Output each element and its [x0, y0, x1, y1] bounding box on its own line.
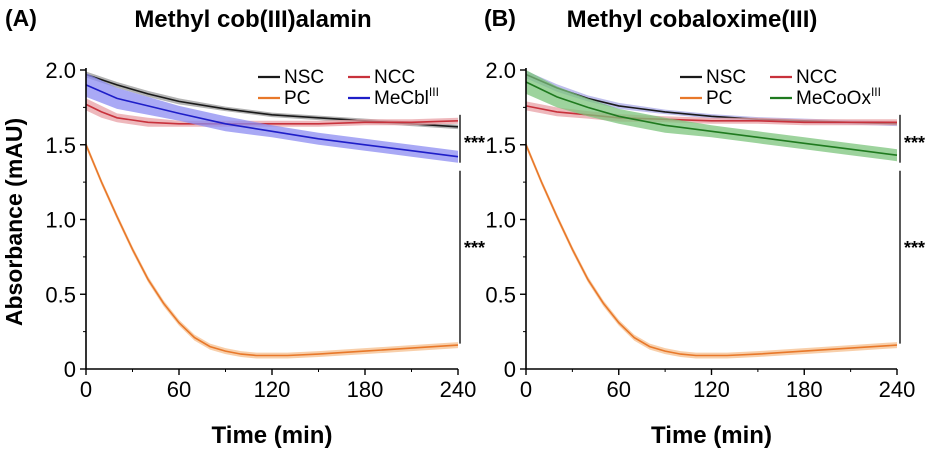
x-tick-label: 120	[254, 377, 291, 402]
significance-label: ***	[904, 238, 925, 258]
y-tick-label: 2.0	[45, 58, 76, 83]
significance-label: ***	[904, 133, 925, 153]
legend-item: PC	[680, 88, 732, 109]
chart-title: Methyl cob(III)alamin	[134, 6, 371, 33]
panel-label: (A)	[5, 5, 37, 31]
legend-name: PC	[706, 88, 732, 109]
legend-item: MeCoOxIII	[770, 85, 881, 109]
x-tick-label: 60	[607, 377, 631, 402]
series-line	[85, 144, 459, 357]
y-tick-label: 0.5	[45, 282, 76, 307]
x-axis-label: Time (min)	[651, 422, 772, 449]
confidence-band	[526, 141, 897, 359]
panel-a: (A) Methyl cob(III)alamin 0 60 120 180 240 0 0.5…	[5, 5, 485, 449]
legend-label: NCC	[796, 67, 837, 88]
y-tick-label: 0	[64, 357, 76, 382]
series-pc	[85, 141, 459, 359]
x-tick-label: 180	[347, 377, 384, 402]
series-line	[525, 105, 897, 124]
chart-title: Methyl cobaloxime(III)	[567, 6, 818, 33]
x-tick-label: 60	[167, 377, 191, 402]
legend-name: MeCbl	[374, 88, 429, 109]
legend-label: PC	[284, 88, 310, 109]
legend-name: NCC	[374, 67, 415, 88]
y-tick-label: 1.5	[485, 133, 516, 158]
series-line	[525, 144, 898, 357]
legend-item: NCC	[770, 67, 837, 88]
series-mecoox	[525, 70, 898, 162]
legend-item: PC	[258, 88, 310, 109]
x-tick-label: 120	[693, 377, 730, 402]
panel-label: (B)	[484, 5, 516, 31]
legend-item: NSC	[258, 67, 324, 88]
legend-label: NCC	[374, 67, 415, 88]
confidence-band	[526, 70, 897, 162]
y-tick-label: 0.5	[485, 282, 516, 307]
legend: NSC NCC PC MeCblIII	[258, 67, 439, 109]
y-tick-label: 2.0	[485, 58, 516, 83]
panel-b: (B) Methyl cobaloxime(III) 0 60 120 180 240 0 0.…	[484, 5, 925, 449]
legend-label: NSC	[706, 67, 746, 88]
x-axis-label: Time (min)	[212, 422, 333, 449]
legend-item: NSC	[680, 67, 746, 88]
series-line	[525, 81, 898, 156]
legend-name: MeCoOx	[796, 88, 871, 109]
legend-superscript: III	[871, 85, 881, 99]
x-tick-label: 0	[520, 377, 532, 402]
legend-label: MeCoOxIII	[796, 85, 881, 109]
legend-superscript: III	[429, 85, 439, 99]
legend-label: PC	[706, 88, 732, 109]
x-tick-label: 240	[879, 377, 916, 402]
significance-label: ***	[464, 133, 485, 153]
x-tick-label: 240	[440, 377, 477, 402]
legend: NSC NCC PC MeCoOxIII	[680, 67, 881, 109]
series-line	[85, 84, 459, 158]
legend-item: NCC	[348, 67, 415, 88]
legend-name: PC	[284, 88, 310, 109]
y-tick-label: 1.0	[485, 208, 516, 233]
legend-name: NCC	[796, 67, 837, 88]
legend-label: NSC	[284, 67, 324, 88]
confidence-band	[86, 98, 458, 127]
legend-name: NSC	[284, 67, 324, 88]
x-tick-label: 0	[80, 377, 92, 402]
x-tick-label: 180	[786, 377, 823, 402]
confidence-band	[86, 141, 458, 359]
legend-item: MeCblIII	[348, 85, 439, 109]
y-tick-label: 0	[504, 357, 516, 382]
legend-name: NSC	[706, 67, 746, 88]
series-pc	[525, 141, 898, 359]
significance-label: ***	[464, 238, 485, 258]
y-axis-label: Absorbance (mAU)	[1, 118, 27, 326]
series-mecbl	[85, 73, 459, 163]
confidence-band	[86, 73, 458, 163]
legend-label: MeCblIII	[374, 85, 439, 109]
y-tick-label: 1.5	[45, 133, 76, 158]
y-tick-label: 1.0	[45, 208, 76, 233]
